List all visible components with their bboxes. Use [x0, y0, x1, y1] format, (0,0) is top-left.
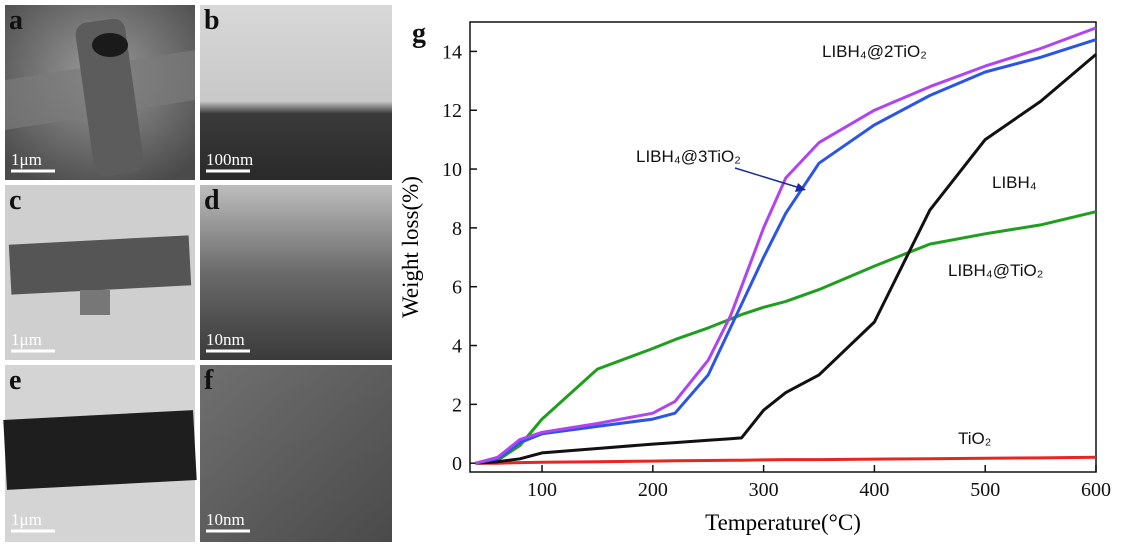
scale-bar-label: 100nm [206, 150, 253, 169]
x-tick-label: 100 [527, 479, 557, 501]
series-line [476, 28, 1097, 463]
y-tick-label: 4 [452, 336, 462, 358]
y-tick-label: 6 [452, 277, 462, 299]
series-line [476, 40, 1097, 464]
y-tick-label: 0 [452, 453, 462, 475]
series-label: LIBH₄@2TiO₂ [822, 42, 927, 61]
panel-label: d [204, 185, 220, 216]
panel-label: a [9, 5, 23, 36]
x-tick-label: 600 [1081, 479, 1111, 501]
series-line [476, 457, 1097, 463]
image-panels [3, 5, 392, 542]
x-tick-label: 300 [749, 479, 779, 501]
scale-bar-label: 10nm [206, 330, 245, 349]
figure: a 1μm b 100nm c 1μm d 10nm e 1μm f 10nm g 0 2 4 6 8 10 12 1… [0, 0, 1121, 547]
panel-label: b [204, 5, 220, 36]
y-tick-label: 12 [442, 100, 462, 122]
plot-frame [470, 22, 1096, 472]
panel-label: f [204, 365, 214, 396]
scale-bar-label: 1μm [11, 330, 42, 349]
series-label: TiO₂ [958, 429, 991, 448]
y-tick-label: 2 [452, 394, 462, 416]
line-chart: g 0 2 4 6 8 10 12 14 100 200 300 400 500 600 Temperatur… [398, 18, 1111, 535]
series-label: LIBH₄@3TiO₂ [636, 147, 741, 166]
series-line [476, 212, 1097, 464]
x-tick-label: 400 [859, 479, 889, 501]
y-tick-label: 8 [452, 218, 462, 240]
y-tick-label: 14 [442, 41, 462, 63]
scale-bar-label: 1μm [11, 510, 42, 529]
panel-label: g [412, 18, 426, 49]
y-axis-title: Weight loss(%) [398, 176, 423, 318]
panel-label: c [9, 185, 21, 216]
series-label: LIBH₄@TiO₂ [948, 261, 1043, 280]
series-label: LIBH₄ [992, 173, 1037, 192]
scale-bar-label: 1μm [11, 150, 42, 169]
series-line [476, 54, 1097, 463]
x-tick-label: 500 [970, 479, 1000, 501]
panel-label: e [9, 365, 21, 396]
scale-bar-label: 10nm [206, 510, 245, 529]
x-axis-title: Temperature(°C) [705, 510, 861, 535]
x-tick-label: 200 [638, 479, 668, 501]
y-tick-label: 10 [442, 159, 462, 181]
